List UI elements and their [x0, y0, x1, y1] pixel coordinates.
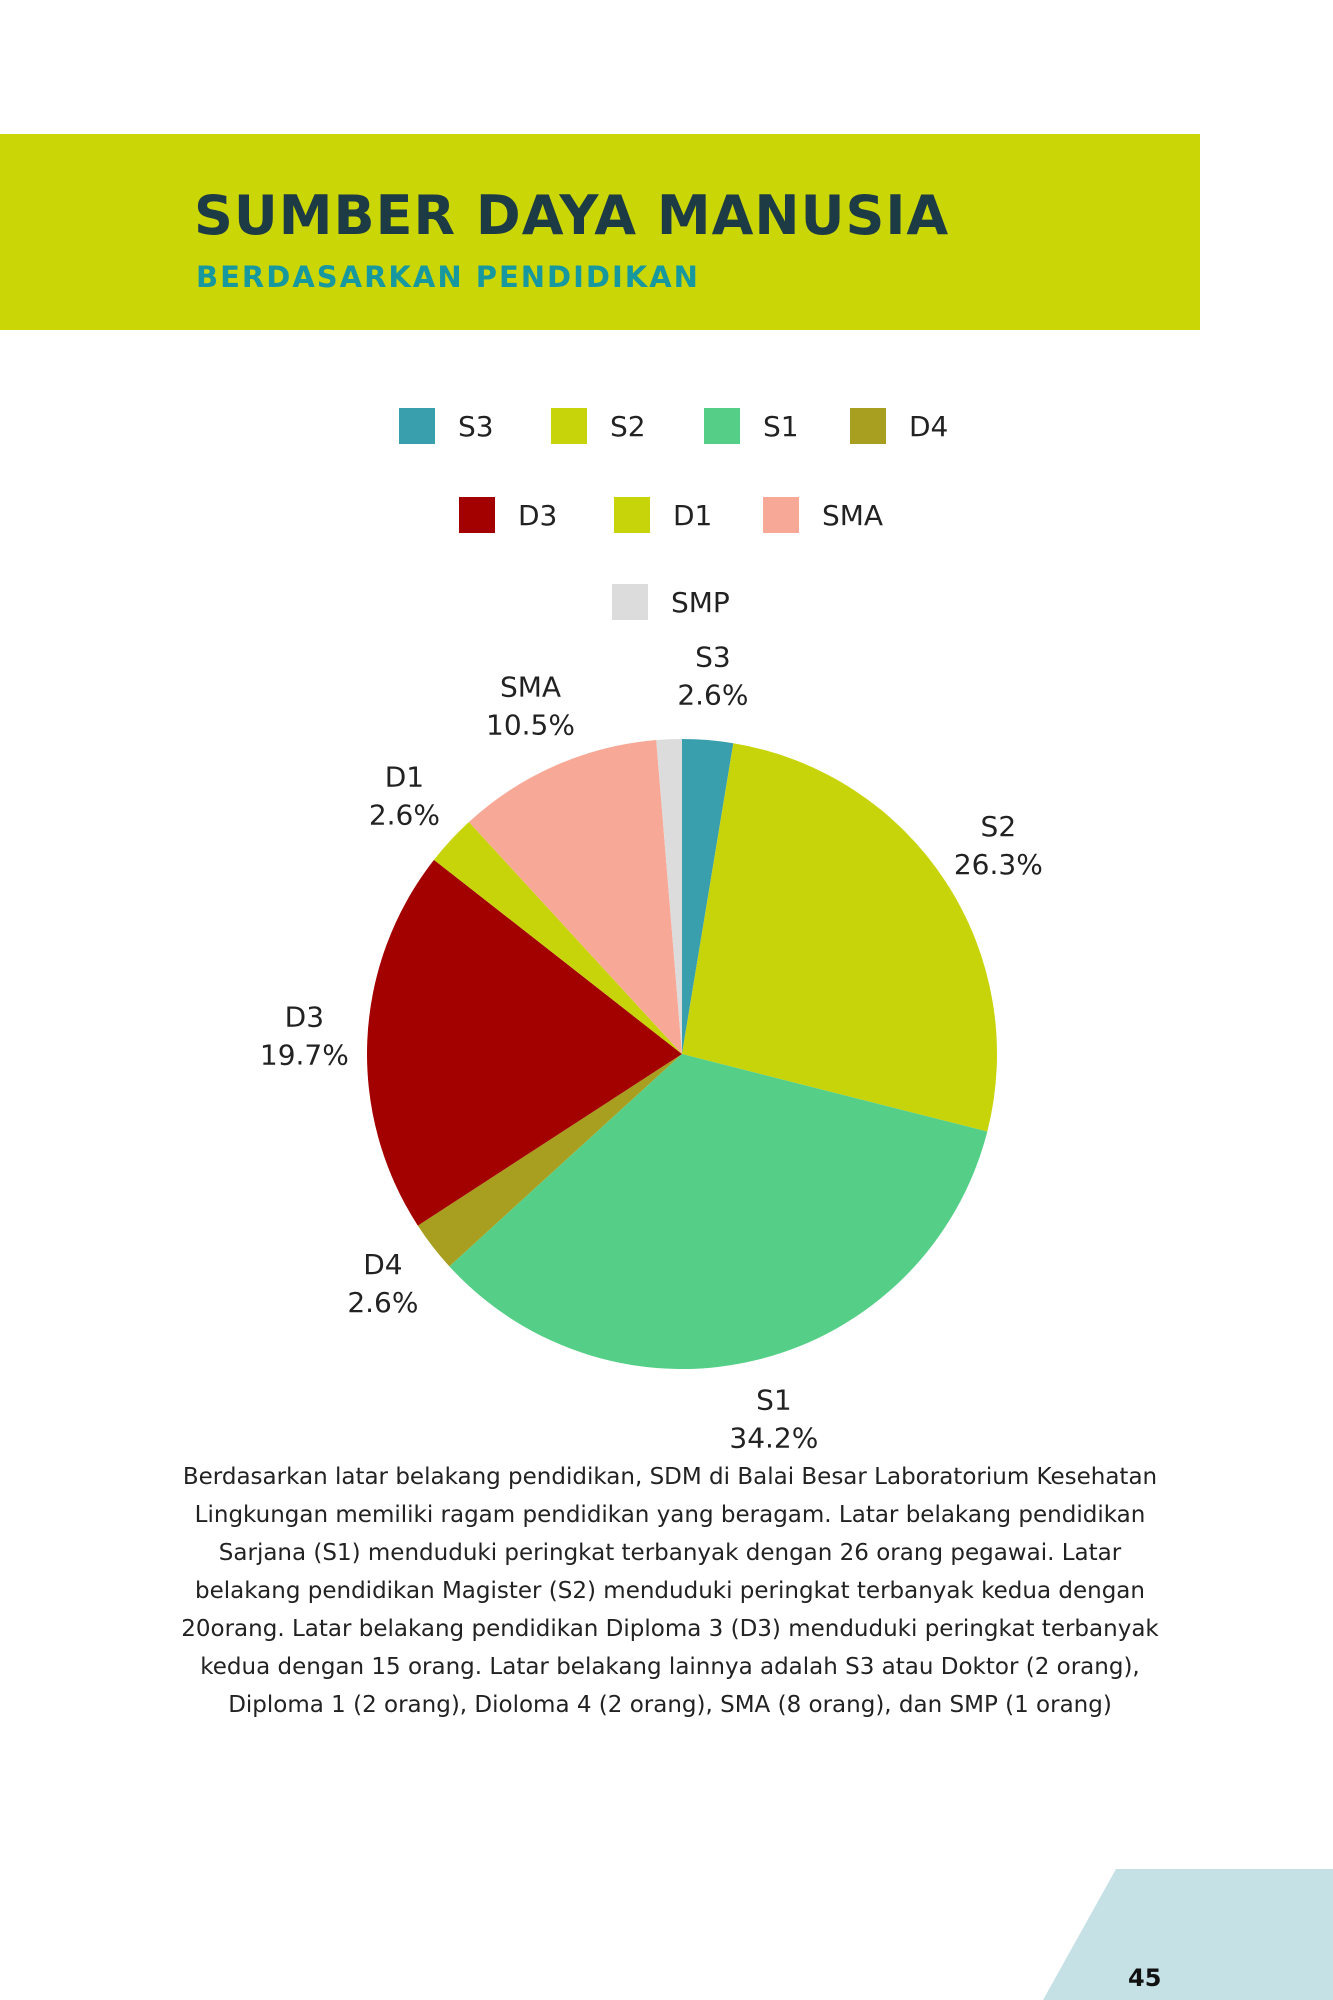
slice-value: 34.2% [729, 1422, 818, 1455]
slice-name: D1 [385, 760, 424, 793]
legend-label: S1 [763, 410, 799, 443]
slice-name: S2 [981, 810, 1017, 843]
legend-label: SMA [822, 499, 883, 532]
legend-label: D1 [673, 499, 712, 532]
title: SUMBER DAYA MANUSIA [194, 184, 950, 247]
pie-slice [449, 1054, 988, 1369]
paragraph: Berdasarkan latar belakang pendidikan, S… [181, 1464, 1159, 1718]
pie-slice [433, 821, 682, 1054]
pie-slice [417, 1054, 682, 1267]
slice-name: S3 [695, 640, 731, 673]
legend-swatch [614, 497, 650, 533]
legend-swatch [763, 497, 799, 533]
legend-swatch [850, 408, 886, 444]
slice-value: 2.6% [369, 798, 440, 831]
legend-label: S2 [610, 410, 646, 443]
pie-slice [682, 743, 997, 1132]
pie-slice [468, 740, 682, 1054]
legend-swatch [704, 408, 740, 444]
slice-name: S1 [756, 1384, 792, 1417]
legend-label: SMP [671, 586, 730, 619]
slice-value: 2.6% [677, 678, 748, 711]
corner-shape [1043, 1869, 1333, 2000]
legend-label: D3 [518, 499, 557, 532]
pie-slice [682, 739, 734, 1054]
legend-label: D4 [909, 410, 948, 443]
page-number: 45 [1128, 1964, 1162, 1992]
slice-name: D3 [285, 1000, 324, 1033]
slice-value: 19.7% [260, 1038, 349, 1071]
header-band [0, 134, 1200, 330]
pie-slice [366, 859, 682, 1226]
legend-swatch [399, 408, 435, 444]
slice-name: D4 [363, 1248, 402, 1281]
slice-name: SMA [500, 671, 561, 704]
pie-slice [656, 739, 682, 1054]
slice-value: 26.3% [954, 848, 1043, 881]
legend-swatch [459, 497, 495, 533]
legend-swatch [551, 408, 587, 444]
slice-value: 10.5% [486, 709, 575, 742]
slice-value: 2.6% [347, 1286, 418, 1319]
subtitle: BERDASARKAN PENDIDIKAN [196, 260, 700, 294]
legend-label: S3 [458, 410, 494, 443]
legend-swatch [612, 584, 648, 620]
